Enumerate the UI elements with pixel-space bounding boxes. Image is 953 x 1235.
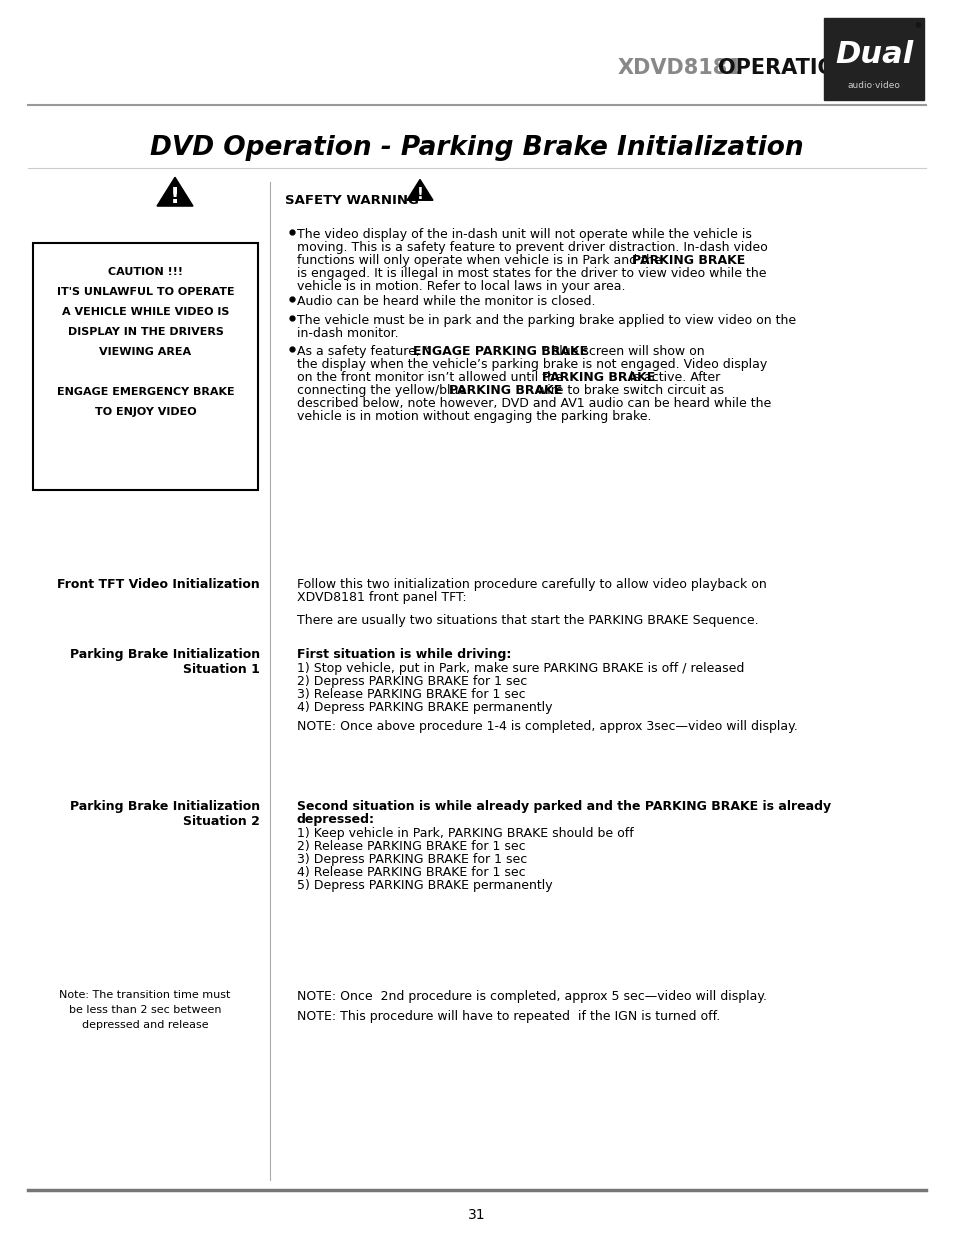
Text: vehicle is in motion. Refer to local laws in your area.: vehicle is in motion. Refer to local law… [296,280,625,293]
Text: 3) Release PARKING BRAKE for 1 sec: 3) Release PARKING BRAKE for 1 sec [296,688,525,701]
Text: Situation 2: Situation 2 [183,815,260,827]
Text: ®: ® [914,23,921,28]
Text: XDVD8181 front panel TFT:: XDVD8181 front panel TFT: [296,592,466,604]
Text: wire to brake switch circuit as: wire to brake switch circuit as [533,384,723,396]
Text: depressed:: depressed: [296,813,375,826]
Text: VIEWING AREA: VIEWING AREA [99,347,192,357]
Text: As a safety feature, “: As a safety feature, “ [296,345,430,358]
Text: 31: 31 [468,1208,485,1221]
Text: functions will only operate when vehicle is in Park and the: functions will only operate when vehicle… [296,254,665,267]
Text: Second situation is while already parked and the PARKING BRAKE is already: Second situation is while already parked… [296,800,830,813]
Text: PARKING BRAKE: PARKING BRAKE [541,370,655,384]
Text: Audio can be heard while the monitor is closed.: Audio can be heard while the monitor is … [296,295,595,308]
Text: connecting the yellow/blue: connecting the yellow/blue [296,384,470,396]
Text: Follow this two initialization procedure carefully to allow video playback on: Follow this two initialization procedure… [296,578,766,592]
Text: PARKING BRAKE: PARKING BRAKE [449,384,561,396]
Text: XDVD8181: XDVD8181 [618,58,742,78]
Text: OPERATION: OPERATION [718,58,852,78]
Text: First situation is while driving:: First situation is while driving: [296,648,511,661]
Text: Parking Brake Initialization: Parking Brake Initialization [70,648,260,661]
Text: The vehicle must be in park and the parking brake applied to view video on the: The vehicle must be in park and the park… [296,314,796,327]
Text: audio·video: audio·video [846,80,900,90]
Text: NOTE: Once  2nd procedure is completed, approx 5 sec—video will display.: NOTE: Once 2nd procedure is completed, a… [296,990,766,1003]
Text: Dual: Dual [834,41,912,69]
Text: Note: The transition time must
be less than 2 sec between
depressed and release: Note: The transition time must be less t… [59,990,231,1030]
Text: ENGAGE PARKING BRAKE: ENGAGE PARKING BRAKE [413,345,587,358]
Text: DISPLAY IN THE DRIVERS: DISPLAY IN THE DRIVERS [68,327,223,337]
Text: CAUTION !!!: CAUTION !!! [108,267,183,277]
Text: NOTE: Once above procedure 1-4 is completed, approx 3sec—video will display.: NOTE: Once above procedure 1-4 is comple… [296,720,797,734]
Text: TO ENJOY VIDEO: TO ENJOY VIDEO [94,408,196,417]
Text: Front TFT Video Initialization: Front TFT Video Initialization [57,578,260,592]
Text: Situation 1: Situation 1 [183,663,260,676]
Text: vehicle is in motion without engaging the parking brake.: vehicle is in motion without engaging th… [296,410,651,424]
Text: 2) Depress PARKING BRAKE for 1 sec: 2) Depress PARKING BRAKE for 1 sec [296,676,527,688]
Text: There are usually two situations that start the PARKING BRAKE Sequence.: There are usually two situations that st… [296,614,758,627]
Text: is active. After: is active. After [625,370,720,384]
Text: ” blue screen will show on: ” blue screen will show on [540,345,704,358]
Text: A VEHICLE WHILE VIDEO IS: A VEHICLE WHILE VIDEO IS [62,308,229,317]
Text: 4) Release PARKING BRAKE for 1 sec: 4) Release PARKING BRAKE for 1 sec [296,866,525,879]
Text: 4) Depress PARKING BRAKE permanently: 4) Depress PARKING BRAKE permanently [296,701,552,714]
FancyBboxPatch shape [823,19,923,100]
Text: 5) Depress PARKING BRAKE permanently: 5) Depress PARKING BRAKE permanently [296,879,552,892]
Text: 1) Keep vehicle in Park, PARKING BRAKE should be off: 1) Keep vehicle in Park, PARKING BRAKE s… [296,827,633,840]
Text: IT'S UNLAWFUL TO OPERATE: IT'S UNLAWFUL TO OPERATE [56,287,234,296]
Text: !: ! [170,188,180,207]
Text: on the front monitor isn’t allowed until the: on the front monitor isn’t allowed until… [296,370,566,384]
Text: in-dash monitor.: in-dash monitor. [296,327,398,340]
Polygon shape [407,179,433,200]
Text: is engaged. It is illegal in most states for the driver to view video while the: is engaged. It is illegal in most states… [296,267,765,280]
Text: DVD Operation - Parking Brake Initialization: DVD Operation - Parking Brake Initializa… [150,135,803,161]
Text: NOTE: This procedure will have to repeated  if the IGN is turned off.: NOTE: This procedure will have to repeat… [296,1010,720,1023]
Text: the display when the vehicle’s parking brake is not engaged. Video display: the display when the vehicle’s parking b… [296,358,766,370]
Polygon shape [157,178,193,206]
FancyBboxPatch shape [33,243,257,490]
Text: !: ! [416,186,423,201]
Text: 2) Release PARKING BRAKE for 1 sec: 2) Release PARKING BRAKE for 1 sec [296,840,525,853]
Text: The video display of the in-dash unit will not operate while the vehicle is: The video display of the in-dash unit wi… [296,228,751,241]
Text: ENGAGE EMERGENCY BRAKE: ENGAGE EMERGENCY BRAKE [56,387,234,396]
Text: described below, note however, DVD and AV1 audio can be heard while the: described below, note however, DVD and A… [296,396,770,410]
Text: moving. This is a safety feature to prevent driver distraction. In-dash video: moving. This is a safety feature to prev… [296,241,767,254]
Text: PARKING BRAKE: PARKING BRAKE [631,254,744,267]
Text: SAFETY WARNING: SAFETY WARNING [285,194,418,206]
Text: 1) Stop vehicle, put in Park, make sure PARKING BRAKE is off / released: 1) Stop vehicle, put in Park, make sure … [296,662,743,676]
Text: Parking Brake Initialization: Parking Brake Initialization [70,800,260,813]
Text: 3) Depress PARKING BRAKE for 1 sec: 3) Depress PARKING BRAKE for 1 sec [296,853,527,866]
